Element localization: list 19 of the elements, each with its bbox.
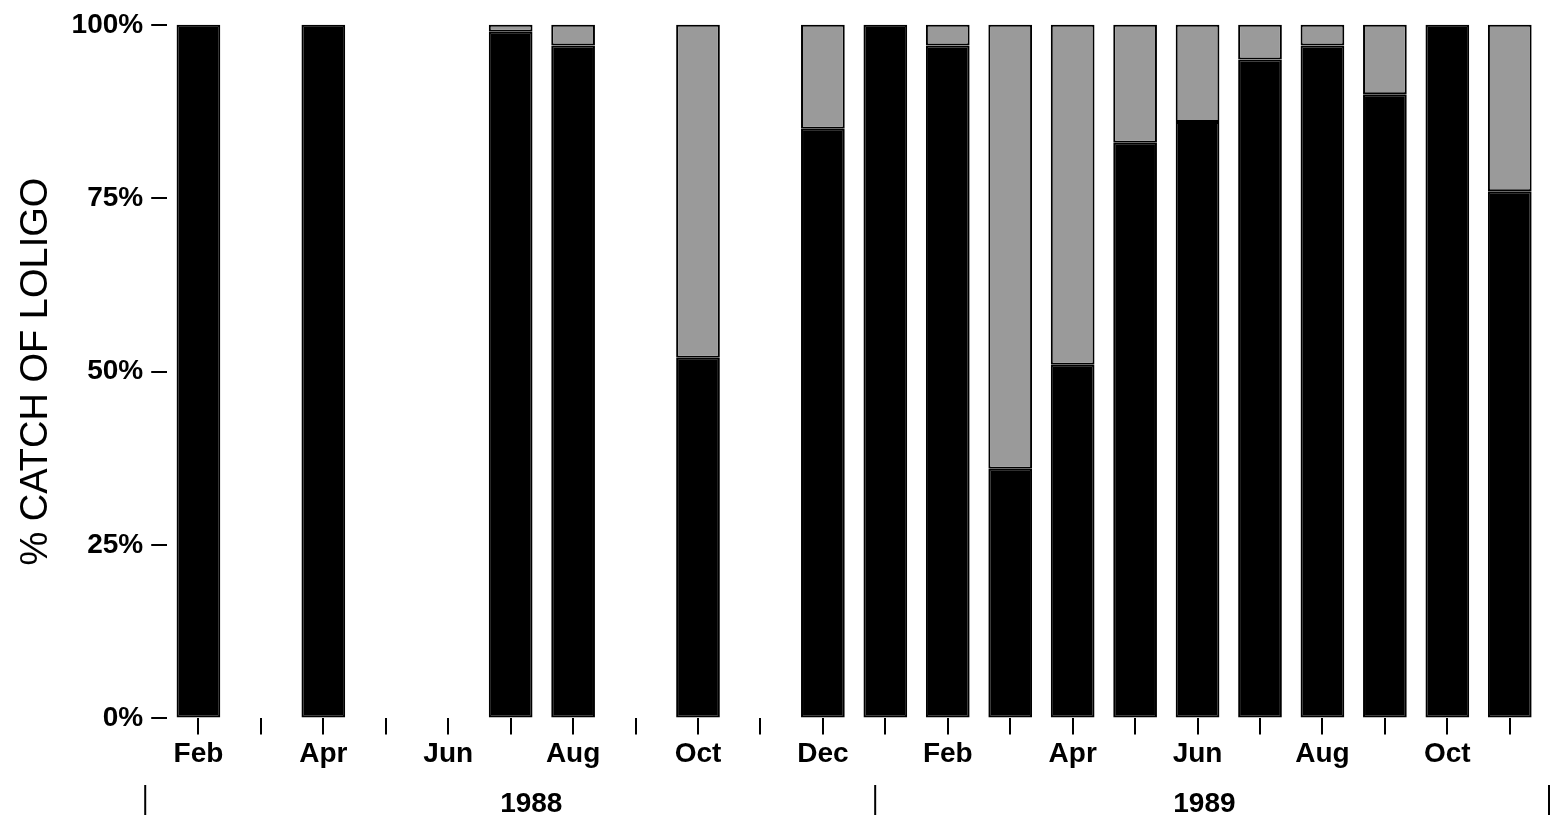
x-tick-label: Aug [1295,736,1350,768]
x-tick-label: Oct [674,736,722,768]
y-axis-title: % CATCH OF LOLIGO [13,177,56,566]
x-tick-label: Dec [797,736,849,768]
x-tick-label: Apr [1048,736,1097,768]
y-tick-label: 100% [71,7,144,39]
y-tick-label: 50% [87,354,144,386]
text: 1988 [500,786,563,818]
x-tick-label: Feb [173,736,224,768]
x-tick-label: Apr [299,736,348,768]
y-tick-label: 75% [87,180,144,212]
x-tick-label: Oct [1423,736,1471,768]
x-tick-label: Jun [1172,736,1223,768]
x-tick-label: Jun [423,736,474,768]
x-tick-label: Aug [545,736,601,768]
text: 1989 [1173,786,1236,818]
x-tick-label: Feb [922,736,973,768]
y-tick-label: 25% [87,527,144,559]
y-tick-label: 0% [102,701,144,733]
